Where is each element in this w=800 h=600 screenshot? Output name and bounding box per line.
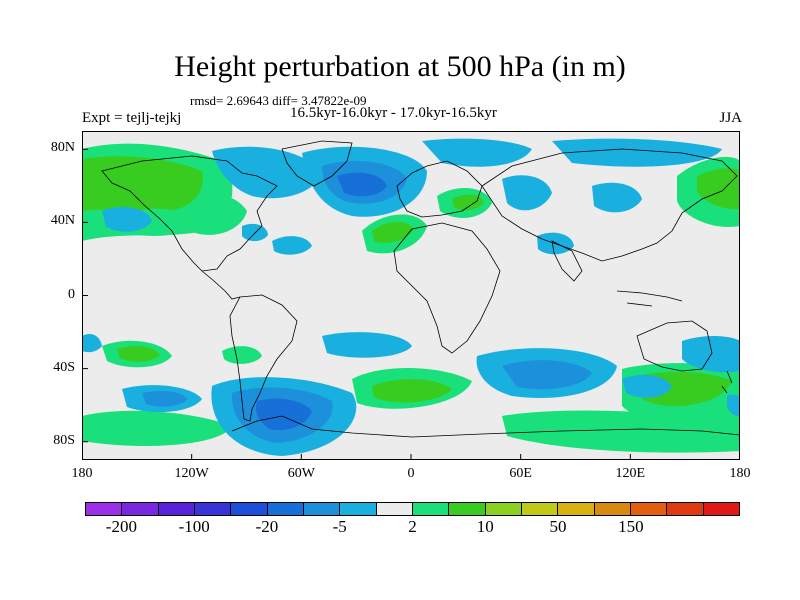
colorbar-swatch [194, 503, 232, 515]
lon-tick-label: 180 [729, 466, 751, 481]
colorbar-swatch [412, 503, 450, 515]
colorbar-label: 50 [549, 517, 567, 536]
colorbar-swatch [558, 503, 595, 515]
lon-tick-label: 0 [407, 466, 415, 481]
map-frame [82, 131, 740, 460]
anomaly-negative-region [422, 138, 532, 167]
coastline-asia [481, 148, 738, 262]
colorbar-swatch [267, 503, 304, 515]
coastline-australia [636, 320, 713, 372]
plot-title: Height perturbation at 500 hPa (in m) [174, 50, 626, 83]
anomaly-positive-region [82, 156, 203, 212]
colorbar-label: -5 [332, 517, 347, 536]
colorbar-label: 2 [408, 517, 417, 536]
lat-tick-label: 0 [68, 286, 75, 302]
coastline-africa [393, 222, 501, 354]
anomaly-negative-region [502, 360, 592, 390]
coastline-greenland [281, 140, 353, 187]
lat-tick-label: 40N [50, 213, 75, 229]
anomaly-negative-region [142, 391, 188, 407]
colorbar-label: -200 [105, 517, 137, 536]
anomaly-negative-region [82, 334, 102, 353]
colorbar-swatch [303, 503, 341, 515]
colorbar-swatch [231, 503, 268, 515]
colorbar-swatch [521, 503, 559, 515]
colorbar-swatch [703, 503, 739, 515]
colorbar-swatch [122, 503, 159, 515]
anomaly-negative-region [102, 206, 152, 232]
anomaly-negative-region [272, 236, 312, 255]
experiment-label: Expt = tejlj-tejkj [82, 110, 182, 126]
coastline-europe [396, 160, 483, 218]
anomaly-positive-region [117, 345, 160, 362]
anomaly-positive-region [222, 346, 262, 364]
colorbar-swatch [86, 503, 123, 515]
period-subtitle: 16.5kyr-16.0kyr - 17.0kyr-16.5kyr [290, 105, 497, 121]
colorbar-label: -100 [178, 517, 210, 536]
anomaly-negative-region [212, 146, 322, 199]
anomaly-negative-region [727, 394, 740, 417]
colorbar-label: 10 [476, 517, 494, 536]
anomaly-negative-region [552, 138, 722, 167]
colorbar-swatch [594, 503, 631, 515]
lat-tick-label: 80S [53, 432, 75, 448]
lat-tick-label: 80N [50, 140, 75, 156]
colorbar-swatch [376, 503, 413, 515]
coastline-indonesia [616, 290, 683, 307]
anomaly-positive-region [452, 194, 484, 211]
colorbar-swatch [667, 503, 704, 515]
coastlines [101, 140, 740, 438]
colorbar-label: 150 [618, 517, 644, 536]
anomaly-positive-region [697, 168, 740, 210]
anomaly-negative-region [337, 172, 387, 197]
anomaly-positive-region [372, 221, 414, 243]
lon-tick-label: 60E [509, 466, 532, 481]
colorbar-swatch [340, 503, 377, 515]
lon-tick-label: 180 [71, 466, 93, 481]
anomaly-positive-region [82, 410, 232, 446]
coastline-north-america [101, 155, 278, 272]
lon-tick-label: 120E [615, 466, 646, 481]
colorbar-swatch [158, 503, 195, 515]
lon-tick-label: 60W [287, 466, 315, 481]
lat-tick-label: 40S [53, 359, 75, 375]
colorbar-swatch [485, 503, 522, 515]
anomaly-positive-region [502, 410, 740, 453]
lon-tick-label: 120W [174, 466, 209, 481]
rmsd-stats: rmsd= 2.69643 diff= 3.47822e-09 [190, 93, 367, 108]
anomaly-negative-region [592, 182, 642, 213]
anomaly-positive-region [182, 195, 247, 235]
anomaly-negative-region [322, 332, 412, 358]
coastline-central-america [201, 270, 241, 300]
colorbar-swatch [630, 503, 668, 515]
season-label: JJA [719, 110, 742, 126]
colorbar-label: -20 [255, 517, 279, 536]
anomaly-negative-region [622, 374, 672, 398]
coastline-antarctica [231, 415, 740, 438]
colorbar-swatch [449, 503, 486, 515]
coastline-south-america [229, 294, 298, 422]
map-panel [82, 131, 740, 460]
coastline-new-zealand [721, 370, 733, 394]
anomaly-positive-region [372, 379, 452, 403]
map-svg [82, 131, 740, 460]
anomaly-negative-region [502, 175, 552, 211]
anomaly-negative-region [255, 398, 312, 431]
coastline-india [551, 240, 583, 282]
colorbar [85, 502, 740, 516]
